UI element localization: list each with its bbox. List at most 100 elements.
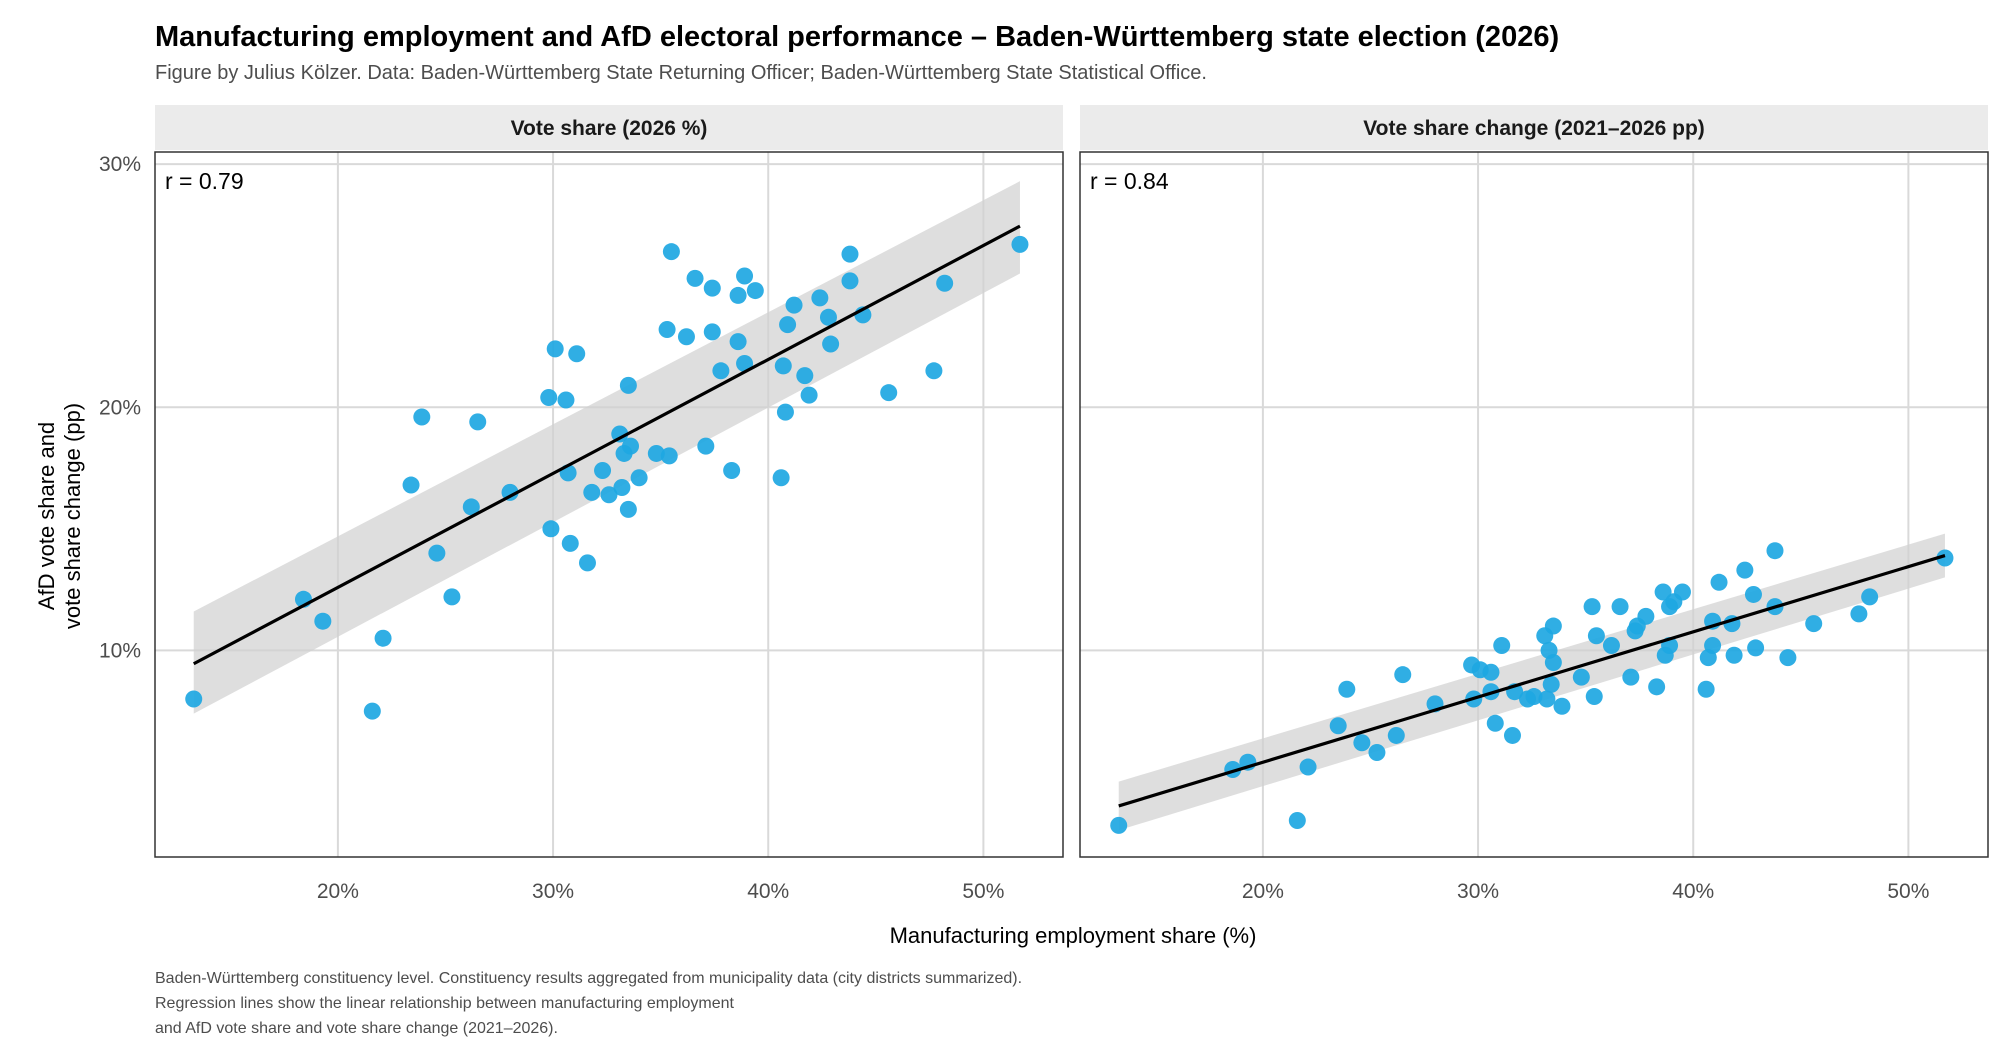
- panel-strip-label: Vote share (2026 %): [511, 117, 708, 140]
- chart-subtitle: Figure by Julius Kölzer. Data: Baden-Wür…: [155, 62, 1207, 84]
- data-point: [1611, 598, 1629, 616]
- data-point: [703, 279, 721, 297]
- data-point: [501, 483, 519, 501]
- data-point: [1572, 668, 1590, 686]
- data-point: [779, 316, 797, 334]
- data-point: [1387, 726, 1405, 744]
- data-point: [647, 444, 665, 462]
- y-axis-title-line-1: AfD vote share and: [34, 422, 59, 610]
- data-point: [630, 469, 648, 487]
- data-point: [1850, 605, 1868, 623]
- data-point: [557, 391, 575, 409]
- caption-line-2: Regression lines show the linear relatio…: [155, 995, 735, 1012]
- data-point: [1503, 726, 1521, 744]
- data-point: [686, 269, 704, 287]
- data-point: [1553, 697, 1571, 715]
- y-tick-label: 10%: [99, 639, 141, 662]
- data-point: [1585, 688, 1603, 706]
- data-point: [619, 500, 637, 518]
- data-point: [1637, 607, 1655, 625]
- data-point: [1525, 688, 1543, 706]
- data-point: [542, 520, 560, 538]
- data-point: [611, 425, 629, 443]
- data-point: [1110, 816, 1128, 834]
- data-point: [800, 386, 818, 404]
- data-point: [1542, 675, 1560, 693]
- data-point: [841, 272, 859, 290]
- data-point: [1544, 617, 1562, 635]
- data-point: [540, 389, 558, 407]
- data-point: [314, 612, 332, 630]
- data-point: [1861, 588, 1879, 606]
- data-point: [936, 274, 954, 292]
- panel-strip-label: Vote share change (2021–2026 pp): [1363, 117, 1705, 140]
- data-point: [600, 486, 618, 504]
- data-point: [811, 289, 829, 307]
- data-point: [880, 384, 898, 402]
- x-axis-title: Manufacturing employment share (%): [890, 923, 1257, 948]
- data-point: [568, 345, 586, 363]
- data-point: [697, 437, 715, 455]
- data-point: [1936, 549, 1954, 567]
- data-point: [613, 478, 631, 496]
- data-point: [1747, 639, 1765, 657]
- data-point: [561, 534, 579, 552]
- chart-title: Manufacturing employment and AfD elector…: [155, 21, 1559, 53]
- data-point: [729, 333, 747, 351]
- data-point: [1779, 649, 1797, 667]
- data-point: [723, 461, 741, 479]
- caption-line-1: Baden-Württemberg constituency level. Co…: [155, 970, 1022, 987]
- correlation-annotation: r = 0.84: [1090, 168, 1169, 194]
- data-point: [443, 588, 461, 606]
- data-point: [736, 355, 754, 372]
- data-point: [1744, 585, 1762, 603]
- regression-line: [192, 224, 1021, 666]
- data-point: [841, 245, 859, 263]
- x-tick-label: 30%: [532, 880, 574, 903]
- data-point: [785, 296, 803, 314]
- data-point: [1486, 714, 1504, 732]
- data-point: [469, 413, 487, 431]
- data-point: [1329, 717, 1347, 735]
- data-point: [925, 362, 943, 380]
- x-tick-label: 20%: [1242, 880, 1284, 903]
- data-point: [1710, 573, 1728, 591]
- data-point: [583, 483, 601, 501]
- data-point: [774, 357, 792, 375]
- data-point: [772, 469, 790, 487]
- x-tick-label: 40%: [1672, 880, 1714, 903]
- data-point: [1587, 627, 1605, 645]
- data-point: [776, 403, 794, 421]
- data-point: [185, 690, 203, 708]
- data-point: [622, 437, 640, 455]
- data-point: [660, 447, 678, 465]
- data-point: [1736, 561, 1754, 579]
- data-point: [1353, 734, 1371, 752]
- data-point: [1538, 690, 1556, 708]
- data-point: [677, 328, 695, 346]
- x-tick-label: 40%: [747, 880, 789, 903]
- x-tick-label: 20%: [317, 880, 359, 903]
- data-point: [1704, 637, 1722, 654]
- data-point: [1583, 598, 1601, 616]
- data-point: [736, 267, 754, 285]
- data-point: [1394, 666, 1412, 684]
- data-point: [1011, 235, 1029, 253]
- data-point: [1299, 758, 1317, 776]
- data-point: [1338, 680, 1356, 698]
- data-point: [1697, 680, 1715, 698]
- data-point: [1654, 583, 1672, 601]
- panel-strip-background: [1080, 105, 1988, 150]
- x-tick-label: 50%: [1887, 880, 1929, 903]
- correlation-annotation: r = 0.79: [165, 168, 244, 194]
- data-point: [729, 286, 747, 304]
- data-point: [402, 476, 420, 494]
- panel-1: Vote share (2026 %) r = 0.79 20% 30% 40% 50%: [154, 105, 1064, 903]
- data-point: [1622, 668, 1640, 686]
- panel-border: [1079, 151, 1989, 858]
- data-point: [662, 243, 680, 261]
- panel-strip-background: [155, 105, 1063, 150]
- data-point: [594, 461, 612, 479]
- data-point: [1368, 743, 1386, 761]
